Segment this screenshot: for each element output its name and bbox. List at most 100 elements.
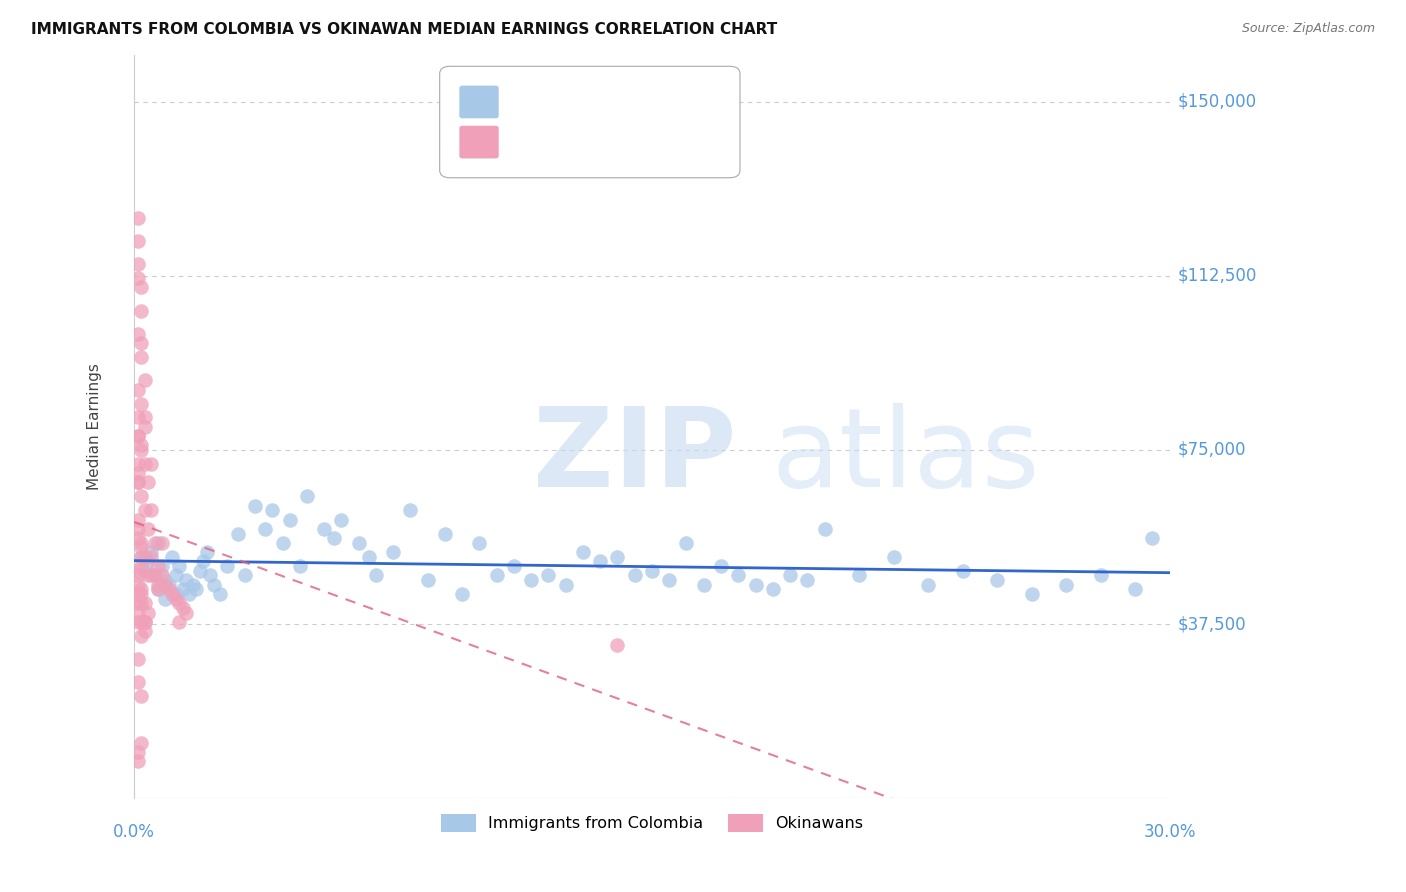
Point [295, 490, 318, 504]
Point [134, 596, 156, 610]
Text: 0.0%: 0.0% [114, 823, 155, 841]
Point [127, 429, 149, 443]
Point [167, 559, 190, 574]
Point [127, 475, 149, 490]
Point [129, 536, 152, 550]
Point [129, 596, 152, 610]
Point [167, 596, 190, 610]
Point [129, 629, 152, 643]
Point [1123, 582, 1146, 597]
Point [134, 615, 156, 629]
Point [143, 568, 166, 582]
Point [143, 568, 166, 582]
Text: $150,000: $150,000 [1178, 93, 1257, 111]
Point [129, 587, 152, 601]
Point [188, 564, 211, 578]
Text: atlas: atlas [770, 403, 1039, 510]
Point [288, 559, 311, 574]
Point [1054, 577, 1077, 591]
Point [157, 582, 180, 597]
Point [127, 754, 149, 768]
Point [127, 257, 149, 271]
Point [520, 573, 543, 587]
Point [606, 638, 628, 652]
Point [150, 568, 173, 582]
Point [485, 568, 508, 582]
Point [127, 675, 149, 690]
Point [127, 531, 149, 545]
Point [134, 564, 156, 578]
Legend: Immigrants from Colombia, Okinawans: Immigrants from Colombia, Okinawans [434, 807, 870, 838]
Point [641, 564, 664, 578]
Point [762, 582, 785, 597]
Point [127, 564, 149, 578]
Point [127, 457, 149, 471]
Point [127, 615, 149, 629]
Point [129, 438, 152, 452]
Point [129, 490, 152, 504]
Point [129, 350, 152, 364]
Point [129, 549, 152, 564]
Point [136, 554, 159, 568]
Point [127, 466, 149, 480]
Point [727, 568, 749, 582]
Point [330, 513, 353, 527]
Point [129, 615, 152, 629]
Point [127, 606, 149, 620]
Point [127, 429, 149, 443]
Point [193, 554, 215, 568]
Point [127, 234, 149, 248]
Point [744, 577, 766, 591]
Point [127, 596, 149, 610]
Point [537, 568, 560, 582]
Text: N = 78: N = 78 [606, 95, 659, 110]
Point [141, 545, 163, 559]
Point [141, 549, 163, 564]
FancyBboxPatch shape [460, 86, 499, 119]
Point [312, 522, 335, 536]
Point [129, 336, 152, 351]
Point [127, 410, 149, 425]
Point [243, 499, 266, 513]
Point [364, 568, 387, 582]
Point [209, 587, 232, 601]
Point [127, 383, 149, 397]
Point [233, 568, 256, 582]
Point [1142, 531, 1164, 545]
Point [165, 591, 187, 606]
Point [202, 577, 225, 591]
Point [172, 600, 194, 615]
Point [181, 577, 204, 591]
Point [143, 536, 166, 550]
Point [134, 503, 156, 517]
Point [1021, 587, 1043, 601]
Point [1090, 568, 1112, 582]
Point [623, 568, 645, 582]
Point [278, 513, 301, 527]
Point [848, 568, 870, 582]
Point [160, 549, 183, 564]
Text: ZIP: ZIP [533, 403, 737, 510]
FancyBboxPatch shape [460, 126, 499, 159]
Point [127, 745, 149, 759]
Point [134, 410, 156, 425]
Point [160, 587, 183, 601]
Point [155, 573, 177, 587]
Point [129, 396, 152, 410]
Text: $75,000: $75,000 [1178, 441, 1247, 459]
Point [129, 735, 152, 749]
Point [675, 536, 697, 550]
Point [127, 271, 149, 285]
Point [129, 442, 152, 457]
Point [129, 541, 152, 555]
Point [148, 577, 170, 591]
Point [129, 549, 152, 564]
Point [165, 568, 187, 582]
Point [127, 326, 149, 341]
Point [134, 373, 156, 387]
Point [572, 545, 595, 559]
Point [195, 545, 218, 559]
Point [127, 652, 149, 666]
Point [658, 573, 681, 587]
Point [186, 582, 208, 597]
